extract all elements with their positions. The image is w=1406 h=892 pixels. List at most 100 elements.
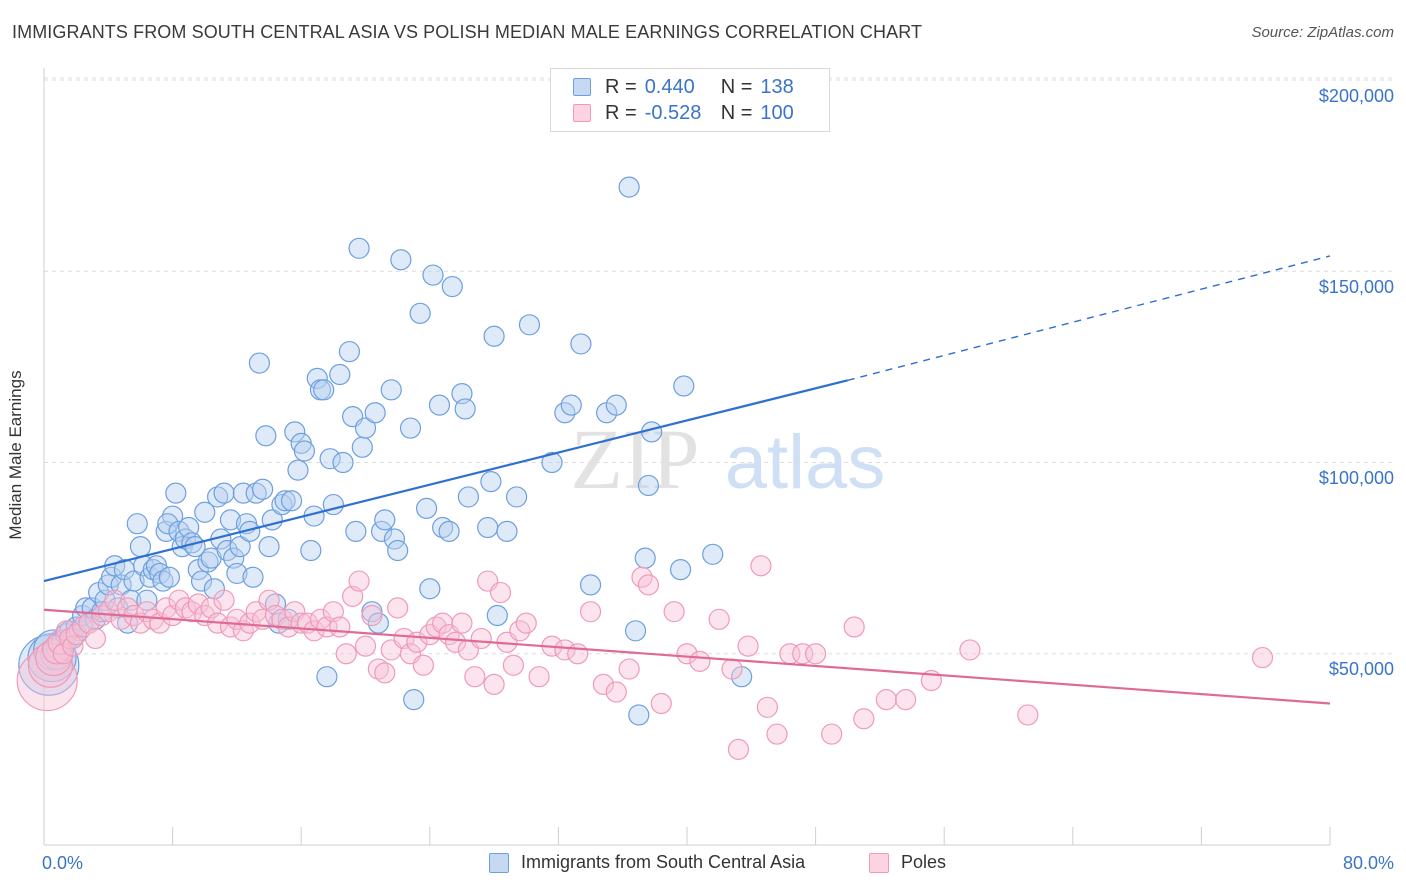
legend-n-label: N = <box>720 75 753 98</box>
data-point-south-central-asia <box>541 451 563 474</box>
data-point-south-central-asia <box>226 562 248 585</box>
data-point-south-central-asia <box>457 486 479 508</box>
data-point-south-central-asia <box>255 425 277 447</box>
data-point-poles <box>663 601 685 623</box>
data-point-poles <box>528 666 550 688</box>
data-point-poles <box>464 666 486 688</box>
data-point-south-central-asia <box>628 704 650 726</box>
data-point-south-central-asia <box>380 379 402 401</box>
data-point-south-central-asia <box>152 570 174 592</box>
data-point-poles <box>335 643 357 665</box>
legend-r-label: R = <box>605 75 637 98</box>
legend-r-label: R = <box>605 101 637 124</box>
data-point-south-central-asia <box>399 417 422 439</box>
data-point-south-central-asia <box>637 474 660 497</box>
data-point-south-central-asia <box>348 237 370 259</box>
data-point-poles <box>750 555 772 577</box>
data-point-poles <box>412 654 434 676</box>
legend-swatch-pink <box>869 852 889 873</box>
data-point-south-central-asia <box>345 520 367 542</box>
data-point-south-central-asia <box>229 536 251 558</box>
data-point-poles <box>766 723 788 745</box>
data-point-poles <box>515 612 537 634</box>
data-point-south-central-asia <box>579 574 602 596</box>
data-point-south-central-asia <box>300 539 322 562</box>
data-point-south-central-asia <box>403 689 425 711</box>
legend-r-value: 0.440 <box>644 75 695 98</box>
x-tick-min: 0.0% <box>42 853 84 873</box>
data-point-poles <box>1251 646 1274 669</box>
data-point-poles <box>792 643 814 665</box>
data-point-south-central-asia <box>570 333 592 355</box>
data-point-poles <box>367 658 389 680</box>
legend-swatch-pink <box>573 104 591 122</box>
data-point-south-central-asia <box>419 578 441 600</box>
data-point-poles <box>329 616 351 638</box>
data-point-south-central-asia <box>624 620 647 642</box>
series-poles-points <box>16 555 1274 760</box>
legend-item-south-central-asia[interactable]: Immigrants from South Central Asia <box>489 852 805 873</box>
data-point-south-central-asia <box>242 566 264 588</box>
legend-row-poles: R = -0.528 N = 100 <box>573 101 794 125</box>
data-point-south-central-asia <box>126 513 148 535</box>
data-point-south-central-asia <box>213 482 235 504</box>
watermark-zip: ZIP <box>571 411 700 507</box>
legend-item-poles[interactable]: Poles <box>869 852 946 873</box>
data-point-poles <box>354 635 377 657</box>
data-point-south-central-asia <box>673 375 695 397</box>
data-point-poles <box>374 662 396 684</box>
data-point-poles <box>1017 704 1039 726</box>
data-point-south-central-asia <box>496 520 518 542</box>
y-tick-200000: $200,000 <box>1318 86 1394 106</box>
data-point-south-central-asia <box>454 398 476 420</box>
legend-r-value: -0.528 <box>644 101 702 124</box>
series-legend: Immigrants from South Central Asia Poles <box>0 852 1406 878</box>
chart-title: IMMIGRANTS FROM SOUTH CENTRAL ASIA VS PO… <box>12 22 923 42</box>
data-point-south-central-asia <box>669 558 692 581</box>
data-point-south-central-asia <box>197 551 219 573</box>
data-point-poles <box>361 604 383 627</box>
data-point-poles <box>708 608 730 630</box>
data-point-south-central-asia <box>136 589 158 611</box>
data-point-south-central-asia <box>409 302 431 324</box>
watermark: ZIP atlas <box>571 411 886 507</box>
data-point-south-central-asia <box>332 451 354 474</box>
data-point-south-central-asia <box>480 471 502 493</box>
data-point-poles <box>16 649 78 712</box>
data-point-south-central-asia <box>477 516 499 539</box>
data-point-south-central-asia <box>157 513 179 535</box>
data-point-south-central-asia <box>313 379 335 401</box>
data-point-south-central-asia <box>248 352 271 374</box>
data-point-poles <box>348 570 370 592</box>
data-point-south-central-asia <box>287 459 309 481</box>
data-point-south-central-asia <box>432 516 454 539</box>
y-tick-100000: $100,000 <box>1318 468 1394 488</box>
data-point-south-central-asia <box>284 421 306 443</box>
data-point-poles <box>470 627 492 650</box>
data-point-south-central-asia <box>338 340 361 363</box>
watermark-atlas: atlas <box>725 420 886 505</box>
data-point-south-central-asia <box>190 570 213 592</box>
data-point-south-central-asia <box>158 566 180 588</box>
data-point-poles <box>483 673 505 695</box>
data-point-south-central-asia <box>123 570 145 592</box>
data-point-south-central-asia <box>415 497 438 519</box>
legend-swatch-blue <box>573 78 591 96</box>
data-point-poles <box>843 616 865 638</box>
data-point-poles <box>451 612 473 634</box>
data-point-south-central-asia <box>428 394 451 416</box>
y-axis-label: Median Male Earnings <box>6 370 25 540</box>
data-point-poles <box>213 589 235 611</box>
data-point-poles <box>84 627 107 650</box>
data-point-poles <box>444 631 467 653</box>
y-tick-150000: $150,000 <box>1318 277 1394 297</box>
data-point-poles <box>821 723 843 745</box>
data-point-south-central-asia <box>634 547 656 569</box>
data-point-poles <box>605 681 627 703</box>
legend-swatch-blue <box>489 852 509 873</box>
data-point-poles <box>959 639 981 661</box>
data-point-south-central-asia <box>702 543 724 565</box>
data-point-south-central-asia <box>486 604 508 627</box>
data-point-poles <box>676 643 698 665</box>
